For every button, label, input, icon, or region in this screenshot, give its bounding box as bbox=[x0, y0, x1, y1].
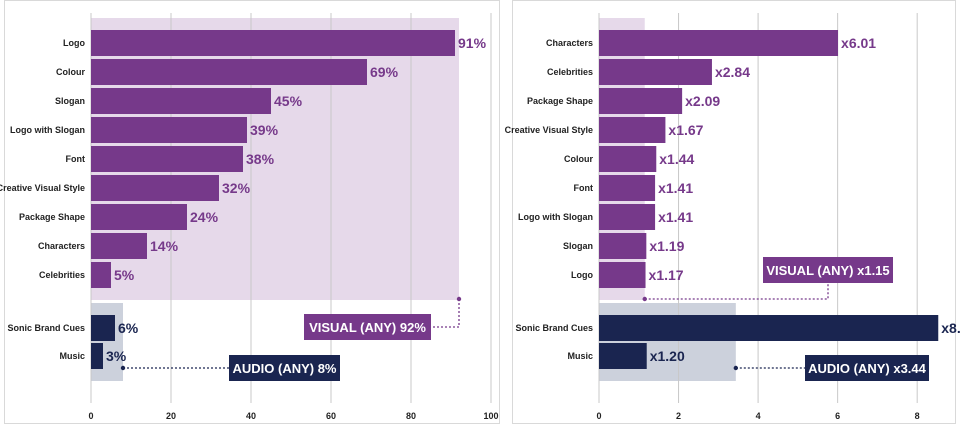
category-label: Creative Visual Style bbox=[0, 183, 85, 193]
visual-callout-box bbox=[763, 257, 893, 283]
category-label: Colour bbox=[564, 154, 593, 164]
category-label: Characters bbox=[38, 241, 85, 251]
bar bbox=[91, 30, 455, 56]
x-tick-label: 6 bbox=[835, 411, 840, 421]
category-label: Font bbox=[66, 154, 86, 164]
bar bbox=[91, 117, 247, 143]
value-label: x1.20 bbox=[650, 348, 685, 364]
visual-callout-label: VISUAL (ANY) x1.15 bbox=[766, 263, 889, 278]
x-tick-label: 20 bbox=[166, 411, 176, 421]
bar bbox=[91, 343, 103, 369]
x-tick-label: 80 bbox=[406, 411, 416, 421]
bar bbox=[91, 59, 367, 85]
category-label: Font bbox=[574, 183, 594, 193]
category-label: Celebrities bbox=[547, 67, 593, 77]
value-label: 38% bbox=[246, 151, 275, 167]
right-chart-panel: 0 2 4 6 8 Characters x6.01 Celebrities x2.84 Pack… bbox=[505, 0, 960, 424]
bar bbox=[599, 262, 646, 288]
category-label: Package Shape bbox=[527, 96, 593, 106]
category-label: Music bbox=[567, 351, 593, 361]
x-tick-label: 0 bbox=[88, 411, 93, 421]
right-bar-chart: 0 2 4 6 8 Characters x6.01 Celebrities x2.84 Pack… bbox=[505, 13, 960, 421]
category-label: Logo with Slogan bbox=[518, 212, 593, 222]
bar bbox=[91, 233, 147, 259]
category-label: Logo bbox=[63, 38, 85, 48]
bar bbox=[599, 117, 666, 143]
value-label: x2.09 bbox=[685, 93, 720, 109]
category-label: Package Shape bbox=[19, 212, 85, 222]
value-label: 91% bbox=[458, 35, 487, 51]
category-label: Slogan bbox=[55, 96, 85, 106]
category-label: Logo bbox=[571, 270, 593, 280]
value-label: 39% bbox=[250, 122, 279, 138]
value-label: 69% bbox=[370, 64, 399, 80]
visual-callout-dot bbox=[456, 296, 462, 302]
value-label: x6.01 bbox=[841, 35, 876, 51]
value-label: 45% bbox=[274, 93, 303, 109]
bar bbox=[599, 315, 939, 341]
visual-callout-leader bbox=[431, 299, 460, 328]
value-label: x1.41 bbox=[658, 180, 693, 196]
category-label: Creative Visual Style bbox=[505, 125, 593, 135]
x-tick-label: 40 bbox=[246, 411, 256, 421]
value-label: x1.67 bbox=[668, 122, 703, 138]
x-tick-label: 2 bbox=[676, 411, 681, 421]
bar bbox=[599, 59, 712, 85]
audio-callout-box bbox=[229, 355, 340, 381]
audio-any-background bbox=[599, 303, 736, 381]
x-tick-label: 8 bbox=[915, 411, 920, 421]
audio-callout-label: AUDIO (ANY) 8% bbox=[232, 361, 336, 376]
bar bbox=[599, 88, 683, 114]
left-bar-chart: 0 20 40 60 80 100 Logo 91% Colour 69% Slogan 45% Log… bbox=[0, 13, 499, 421]
value-label: x1.41 bbox=[658, 209, 693, 225]
value-label: 32% bbox=[222, 180, 251, 196]
value-label: x8.53 bbox=[941, 320, 960, 336]
category-label: Celebrities bbox=[39, 270, 85, 280]
category-label: Colour bbox=[56, 67, 85, 77]
value-label: 3% bbox=[106, 348, 127, 364]
visual-callout-box bbox=[304, 314, 431, 340]
value-label: x1.17 bbox=[649, 267, 684, 283]
left-chart-panel: 0 20 40 60 80 100 Logo 91% Colour 69% Slogan 45% Log… bbox=[0, 0, 500, 424]
audio-callout-label: AUDIO (ANY) x3.44 bbox=[808, 361, 927, 376]
audio-callout-box bbox=[805, 355, 929, 381]
value-label: 24% bbox=[190, 209, 219, 225]
bar bbox=[599, 146, 657, 172]
bar bbox=[91, 262, 111, 288]
value-label: 6% bbox=[118, 320, 139, 336]
category-label: Characters bbox=[546, 38, 593, 48]
x-tick-label: 60 bbox=[326, 411, 336, 421]
visual-callout-dot bbox=[642, 296, 647, 302]
bar bbox=[91, 88, 271, 114]
bar bbox=[91, 175, 219, 201]
bar bbox=[91, 315, 115, 341]
audio-callout-dot bbox=[733, 365, 739, 371]
bar bbox=[599, 343, 647, 369]
bar bbox=[599, 30, 839, 56]
audio-any-background bbox=[91, 303, 123, 381]
category-label: Logo with Slogan bbox=[10, 125, 85, 135]
category-label: Sonic Brand Cues bbox=[515, 323, 593, 333]
bar bbox=[599, 175, 656, 201]
x-tick-label: 100 bbox=[483, 411, 498, 421]
audio-callout-dot bbox=[120, 365, 126, 371]
category-label: Sonic Brand Cues bbox=[7, 323, 85, 333]
category-label: Slogan bbox=[563, 241, 593, 251]
bar bbox=[599, 233, 647, 259]
visual-callout-leader bbox=[644, 283, 829, 300]
x-tick-label: 0 bbox=[596, 411, 601, 421]
bar bbox=[91, 204, 187, 230]
bar bbox=[91, 146, 243, 172]
visual-callout-label: VISUAL (ANY) 92% bbox=[309, 320, 426, 335]
category-label: Music bbox=[59, 351, 85, 361]
value-label: x1.44 bbox=[659, 151, 694, 167]
value-label: x1.19 bbox=[649, 238, 684, 254]
value-label: x2.84 bbox=[715, 64, 750, 80]
bar bbox=[599, 204, 656, 230]
value-label: 14% bbox=[150, 238, 179, 254]
value-label: 5% bbox=[114, 267, 135, 283]
x-tick-label: 4 bbox=[756, 411, 761, 421]
